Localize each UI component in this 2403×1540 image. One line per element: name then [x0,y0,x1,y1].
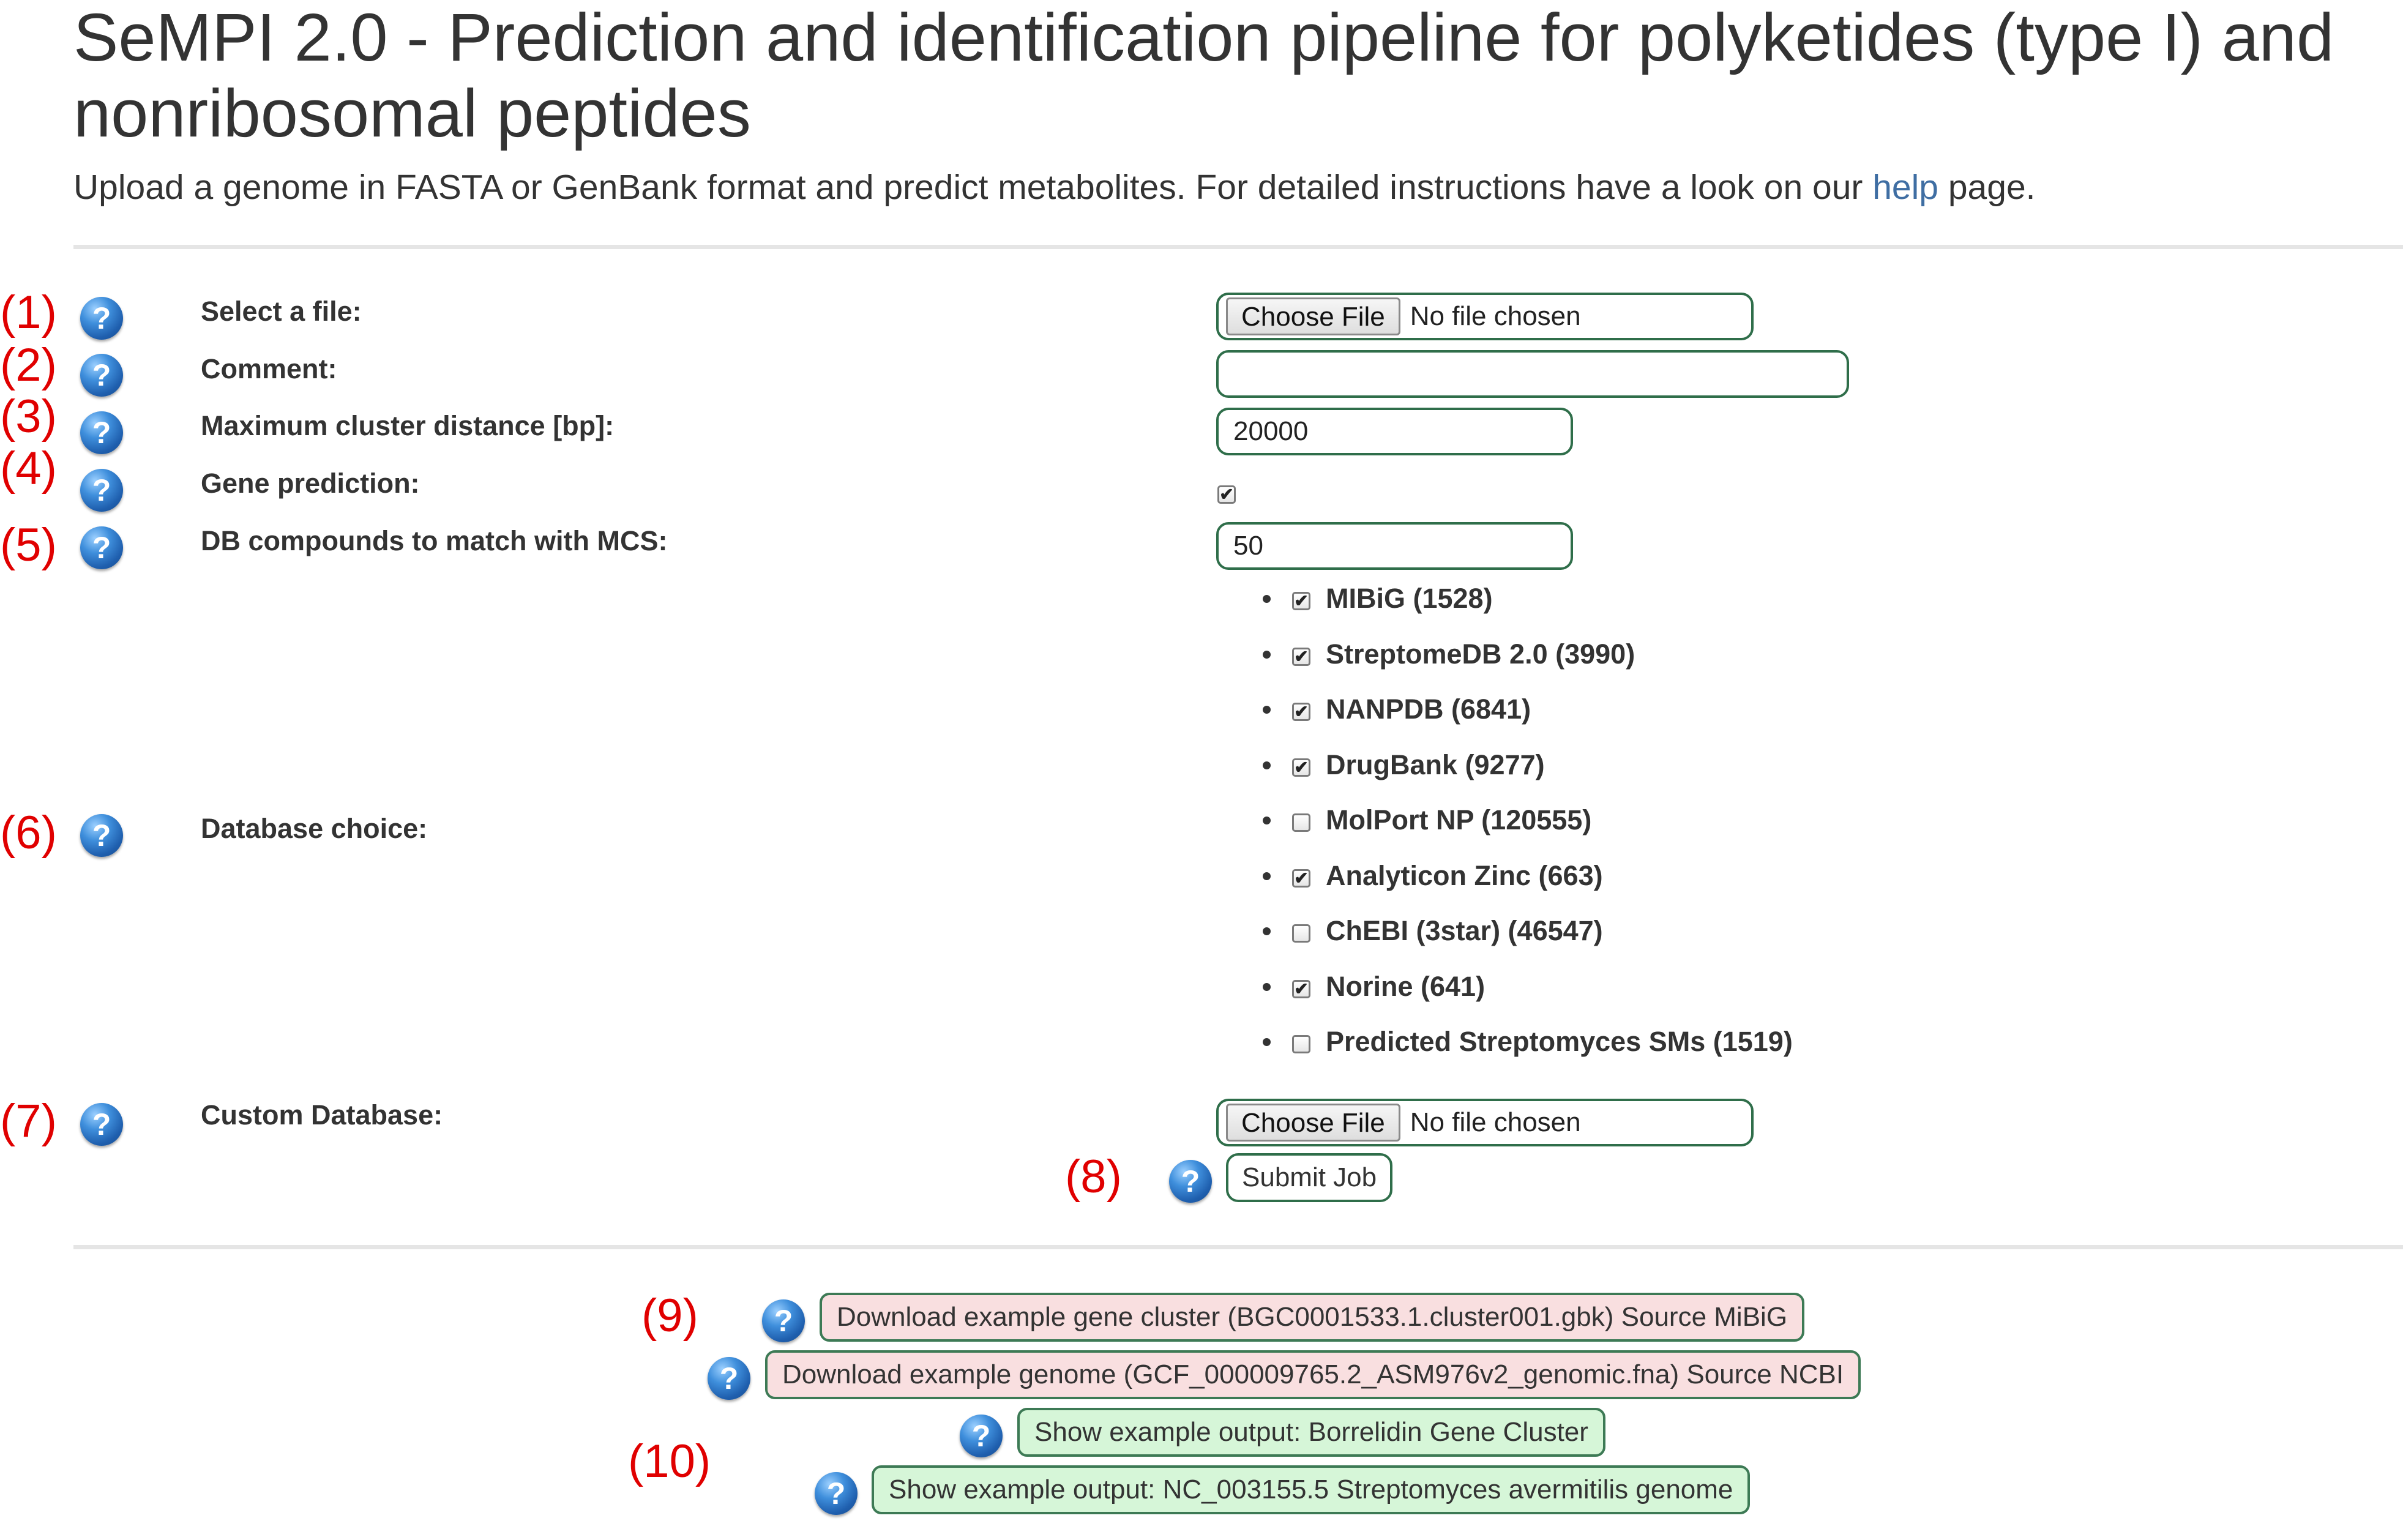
help-question-icon[interactable]: ? [80,526,123,569]
help-question-icon[interactable]: ? [80,469,123,512]
page-subtitle: Upload a genome in FASTA or GenBank form… [73,163,2035,212]
comment-input[interactable] [1216,350,1849,398]
annotation-5: (5) [0,519,57,571]
help-question-icon[interactable]: ? [708,1357,750,1400]
show-example-cluster-button[interactable]: Show example output: Borrelidin Gene Clu… [1017,1408,1605,1457]
distance-input[interactable]: 20000 [1216,408,1573,455]
file-input[interactable]: Choose File No file chosen [1216,293,1754,340]
help-question-icon[interactable]: ? [80,411,123,454]
database-label: Database choice: [201,813,428,844]
annotation-1: (1) [0,286,57,338]
custom-db-file-input[interactable]: Choose File No file chosen [1216,1099,1754,1146]
annotation-9: (9) [641,1290,698,1342]
help-question-icon[interactable]: ? [960,1415,1003,1457]
list-bullet [1263,1038,1271,1046]
gene-prediction-checkbox[interactable]: ✔ [1217,485,1236,504]
annotation-3: (3) [0,391,57,443]
database-checkbox[interactable]: ✔ [1292,592,1310,610]
list-bullet [1263,761,1271,769]
database-option-label: Norine (641) [1326,971,1486,1002]
database-checkbox[interactable]: ✔ [1292,648,1310,666]
page-title: SeMPI 2.0 - Prediction and identificatio… [73,0,2334,151]
database-checkbox[interactable] [1292,813,1310,832]
help-question-icon[interactable]: ? [80,1103,123,1146]
help-question-icon[interactable]: ? [80,814,123,857]
download-example-genome-button[interactable]: Download example genome (GCF_000009765.2… [765,1350,1861,1399]
annotation-7: (7) [0,1095,57,1147]
file-label: Select a file: [201,296,362,327]
divider-top [73,245,2403,249]
database-option-label: ChEBI (3star) (46547) [1326,915,1603,946]
choose-file-button[interactable]: Choose File [1226,297,1400,335]
list-bullet [1263,983,1271,991]
submit-job-button[interactable]: Submit Job [1226,1153,1393,1202]
mcs-input[interactable]: 50 [1216,522,1573,570]
list-bullet [1263,927,1271,935]
help-link[interactable]: help [1872,168,1938,207]
help-question-icon[interactable]: ? [80,354,123,397]
list-bullet [1263,595,1271,603]
divider-bottom [73,1245,2403,1249]
database-checkbox[interactable]: ✔ [1292,869,1310,888]
comment-label: Comment: [201,353,337,384]
file-status: No file chosen [1410,301,1581,331]
database-option-label: StreptomeDB 2.0 (3990) [1326,638,1635,670]
list-bullet [1263,706,1271,714]
database-option-label: NANPDB (6841) [1326,693,1531,725]
annotation-10: (10) [628,1435,711,1487]
subtitle-text-end: page. [1938,168,2036,207]
gene-label: Gene prediction: [201,468,420,499]
database-option-label: Predicted Streptomyces SMs (1519) [1326,1026,1793,1057]
mcs-label: DB compounds to match with MCS: [201,525,668,556]
subtitle-text: Upload a genome in FASTA or GenBank form… [73,168,1873,207]
custom-db-file-status: No file chosen [1410,1107,1581,1137]
choose-file-button[interactable]: Choose File [1226,1104,1400,1142]
database-checkbox[interactable]: ✔ [1292,980,1310,998]
database-checkbox[interactable]: ✔ [1292,758,1310,777]
list-bullet [1263,872,1271,880]
distance-label: Maximum cluster distance [bp]: [201,410,615,441]
annotation-8: (8) [1065,1151,1122,1203]
database-option-label: Analyticon Zinc (663) [1326,860,1603,891]
database-option-label: MIBiG (1528) [1326,583,1493,614]
download-example-cluster-button[interactable]: Download example gene cluster (BGC000153… [820,1293,1805,1342]
database-checkbox[interactable] [1292,924,1310,943]
help-question-icon[interactable]: ? [1169,1160,1212,1203]
annotation-2: (2) [0,339,57,391]
annotation-4: (4) [0,443,57,495]
database-option-label: MolPort NP (120555) [1326,804,1592,835]
help-question-icon[interactable]: ? [80,297,123,340]
database-checkbox[interactable]: ✔ [1292,703,1310,721]
list-bullet [1263,651,1271,659]
database-checkbox[interactable] [1292,1035,1310,1053]
list-bullet [1263,817,1271,824]
help-question-icon[interactable]: ? [762,1299,805,1342]
database-option-label: DrugBank (9277) [1326,749,1545,780]
show-example-genome-button[interactable]: Show example output: NC_003155.5 Strepto… [872,1465,1751,1514]
custom-db-label: Custom Database: [201,1099,443,1131]
help-question-icon[interactable]: ? [815,1472,858,1515]
annotation-6: (6) [0,807,57,859]
